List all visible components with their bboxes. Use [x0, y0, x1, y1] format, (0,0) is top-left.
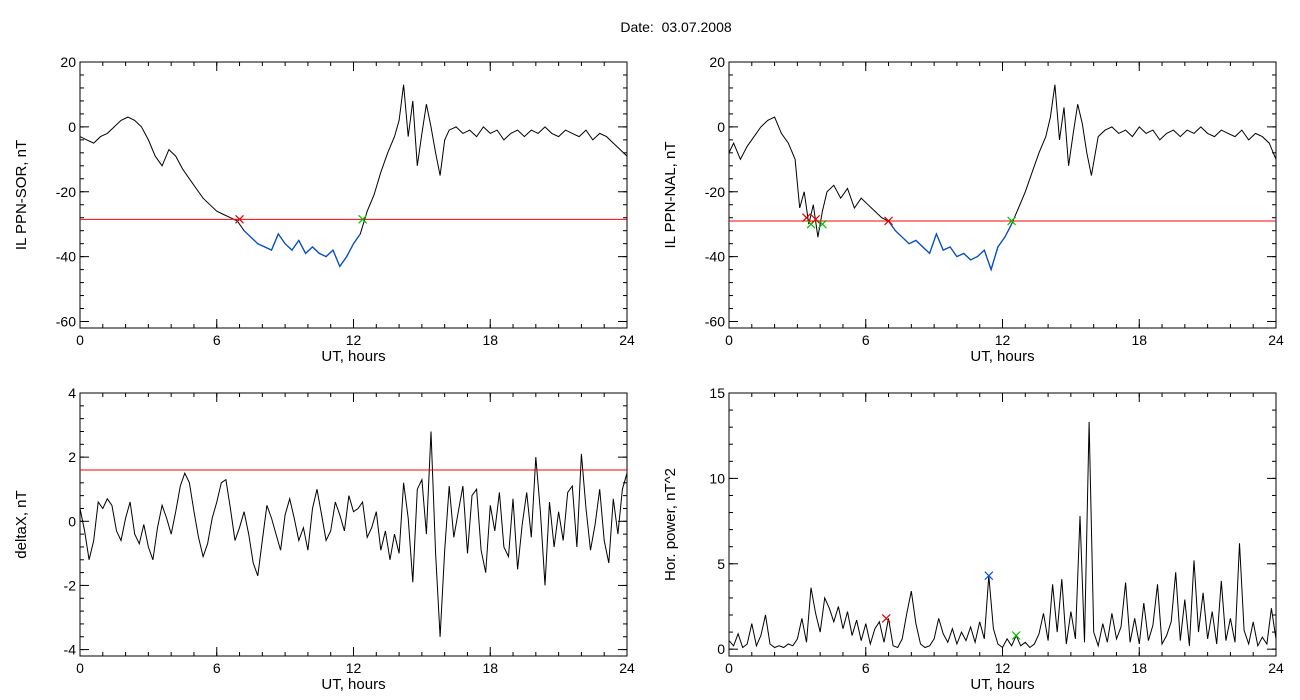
marker-start: [811, 214, 821, 224]
x-tick-label: 0: [725, 332, 733, 348]
x-tick-label: 12: [995, 660, 1011, 676]
x-tick-label: 18: [482, 660, 498, 676]
marker-end: [818, 219, 827, 229]
x-tick-label: 6: [213, 332, 221, 348]
plot-frame: [79, 392, 628, 657]
y-tick-label: 0: [717, 641, 725, 657]
panel-hor-power: 0 6 12 18 24 15 10 5 0 UT, hours Hor. power, nT^2: [662, 385, 1284, 693]
series-line: [728, 84, 1277, 272]
x-tick-label: 6: [862, 332, 870, 348]
x-tick-label: 24: [1268, 660, 1284, 676]
marker-start: [884, 216, 893, 226]
y-tick-label: 2: [68, 449, 76, 465]
plot-frame: [728, 392, 1277, 657]
y-tick-label: 0: [68, 513, 76, 529]
y-axis-label: deltaX, nT: [13, 490, 30, 558]
marker-peak: [984, 571, 994, 581]
x-tick-label: 24: [619, 332, 635, 348]
y-tick-label: -60: [705, 314, 725, 330]
x-tick-label: 6: [862, 660, 870, 676]
marker-start: [802, 213, 811, 223]
panel-ppn-sor: 0 6 12 18 24 20 0 -20 -40 -60 UT, hours IL PPN-SOR,…: [13, 54, 635, 365]
series-line: [79, 84, 628, 268]
x-axis-label: UT, hours: [970, 676, 1034, 693]
x-tick-label: 12: [995, 332, 1011, 348]
plot-frame: [79, 61, 628, 329]
x-tick-label: 6: [213, 660, 221, 676]
x-tick-label: 0: [725, 660, 733, 676]
x-tick-label: 0: [76, 332, 84, 348]
x-tick-label: 18: [1131, 332, 1147, 348]
highlighted-segment: [243, 230, 361, 268]
marker-end: [1007, 216, 1017, 226]
y-tick-label: 5: [717, 556, 725, 572]
marker-end: [1011, 631, 1021, 640]
x-tick-label: 24: [619, 660, 635, 676]
series-line: [79, 431, 628, 637]
x-tick-label: 18: [482, 332, 498, 348]
y-tick-label: -60: [56, 314, 76, 330]
y-tick-label: 10: [709, 470, 725, 486]
y-tick-label: 0: [68, 119, 76, 135]
x-tick-label: 0: [76, 660, 84, 676]
y-tick-label: -20: [705, 184, 725, 200]
x-tick-label: 12: [346, 332, 362, 348]
y-tick-label: -4: [64, 642, 77, 658]
y-tick-label: 0: [717, 119, 725, 135]
panel-ppn-nal: 0 6 12 18 24 20 0 -20 -40 -60 UT, hours IL PPN-NAL,…: [662, 54, 1284, 365]
y-tick-label: 20: [709, 54, 725, 70]
y-axis-label: Hor. power, nT^2: [662, 468, 679, 581]
highlighted-segment: [887, 220, 1013, 272]
plot-frame: [728, 61, 1277, 329]
marker-start: [881, 614, 891, 623]
series-line: [728, 421, 1277, 649]
y-axis-label: IL PPN-SOR, nT: [13, 140, 30, 250]
y-tick-label: -40: [705, 249, 725, 265]
y-tick-label: -40: [56, 249, 76, 265]
x-axis-label: UT, hours: [321, 676, 385, 693]
x-tick-label: 18: [1131, 660, 1147, 676]
y-tick-label: -20: [56, 184, 76, 200]
panel-delta-x: 0 6 12 18 24 4 2 0 -2 -4 UT, hours deltaX, nT: [13, 385, 635, 693]
x-axis-label: UT, hours: [970, 348, 1034, 365]
marker-end: [358, 214, 368, 224]
x-axis-label: UT, hours: [321, 348, 385, 365]
y-tick-label: 15: [709, 385, 725, 401]
page-title: Date: 03.07.2008: [620, 19, 732, 35]
y-tick-label: -2: [64, 577, 77, 593]
x-tick-label: 12: [346, 660, 362, 676]
marker-start: [235, 214, 244, 224]
x-tick-label: 24: [1268, 332, 1284, 348]
y-tick-label: 20: [60, 54, 76, 70]
y-tick-label: 4: [68, 385, 76, 401]
y-axis-label: IL PPN-NAL, nT: [662, 142, 679, 249]
